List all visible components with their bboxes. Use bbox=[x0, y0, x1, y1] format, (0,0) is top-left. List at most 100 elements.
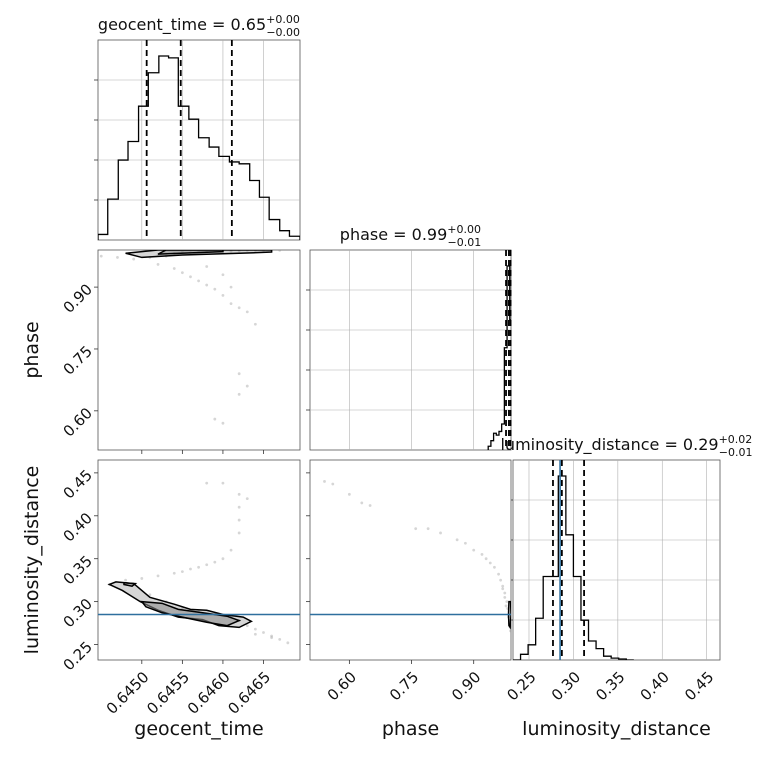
sample-point bbox=[331, 482, 335, 486]
sample-point bbox=[205, 481, 209, 485]
sample-point bbox=[237, 518, 241, 522]
sample-point bbox=[229, 548, 233, 552]
panel-title-luminosity_distance: luminosity_distance = 0.29+0.02 −0.01 bbox=[500, 433, 752, 459]
sample-point bbox=[180, 570, 184, 573]
sample-point bbox=[237, 306, 241, 310]
sample-point bbox=[124, 578, 127, 582]
panel-frame bbox=[309, 459, 512, 661]
sample-point bbox=[245, 384, 249, 388]
panel-title-phase: phase = 0.99+0.00 −0.01 bbox=[340, 223, 481, 249]
panels bbox=[94, 39, 721, 664]
y-tick-label: 0.35 bbox=[60, 552, 96, 588]
sample-point bbox=[505, 600, 509, 604]
sample-point bbox=[270, 634, 274, 638]
sample-point bbox=[360, 501, 364, 505]
x-tick-label: 0.30 bbox=[548, 668, 584, 704]
y-axis-label-phase: phase bbox=[21, 321, 43, 378]
sample-point bbox=[497, 572, 500, 576]
sample-point bbox=[253, 632, 257, 636]
sample-point bbox=[229, 285, 233, 289]
sample-point bbox=[245, 310, 249, 314]
sample-point bbox=[253, 627, 257, 631]
sample-point bbox=[439, 531, 442, 535]
hist-panel-luminosity_distance bbox=[509, 459, 721, 661]
sample-point bbox=[414, 527, 418, 531]
x-axis-label-geocent_time: geocent_time bbox=[134, 718, 263, 740]
scatter-panel-geocent_time__luminosity_distance bbox=[94, 459, 301, 664]
y-tick-label: 0.90 bbox=[60, 280, 96, 316]
sample-point bbox=[484, 557, 488, 561]
sample-point bbox=[172, 571, 176, 575]
histogram-luminosity_distance bbox=[513, 475, 634, 660]
x-tick-label: 0.6450 bbox=[103, 668, 153, 718]
sample-point bbox=[245, 624, 249, 628]
x-tick-label: 0.60 bbox=[324, 668, 360, 704]
sample-point bbox=[347, 492, 351, 496]
x-tick-label: 0.75 bbox=[386, 668, 422, 704]
panel-frame bbox=[309, 249, 512, 451]
sample-point bbox=[221, 481, 225, 485]
sample-point bbox=[205, 283, 209, 287]
sample-point bbox=[229, 302, 233, 306]
density-contour bbox=[157, 250, 224, 255]
sample-point bbox=[221, 293, 225, 297]
sample-point bbox=[426, 527, 430, 531]
sample-point bbox=[132, 257, 136, 261]
sample-point bbox=[270, 636, 274, 640]
sample-point bbox=[323, 480, 326, 483]
sample-point bbox=[205, 563, 209, 567]
sample-point bbox=[156, 574, 160, 578]
histogram-geocent_time bbox=[98, 55, 300, 240]
sample-point bbox=[213, 287, 217, 291]
sample-point bbox=[480, 553, 484, 556]
y-tick-label: 0.40 bbox=[60, 509, 96, 545]
sample-point bbox=[503, 595, 507, 599]
scatter-panel-phase__luminosity_distance bbox=[306, 459, 512, 664]
density-contour bbox=[123, 581, 138, 587]
x-axis-label-phase: phase bbox=[382, 718, 439, 740]
x-tick-label: 0.25 bbox=[503, 668, 539, 704]
x-axis-label-luminosity_distance: luminosity_distance bbox=[522, 718, 711, 740]
sample-point bbox=[464, 541, 467, 545]
sample-point bbox=[205, 265, 209, 268]
sample-point bbox=[488, 561, 492, 565]
sample-point bbox=[189, 567, 192, 571]
sample-point bbox=[501, 587, 505, 591]
sample-point bbox=[509, 629, 511, 633]
sample-point bbox=[262, 631, 265, 634]
y-axis-label-luminosity_distance: luminosity_distance bbox=[21, 466, 43, 655]
sample-point bbox=[189, 275, 192, 279]
scatter-panel-geocent_time__phase bbox=[94, 249, 301, 454]
sample-point bbox=[180, 271, 184, 275]
sample-point bbox=[237, 505, 241, 509]
sample-point bbox=[140, 577, 144, 580]
panel-title-geocent_time: geocent_time = 0.65+0.00 −0.00 bbox=[98, 13, 300, 39]
x-tick-label: 0.6455 bbox=[143, 668, 193, 718]
sample-point bbox=[99, 254, 103, 258]
sample-point bbox=[455, 538, 459, 542]
panel-frame bbox=[97, 249, 301, 451]
sample-point bbox=[237, 492, 241, 496]
sample-point bbox=[237, 372, 241, 376]
sample-point bbox=[172, 267, 176, 270]
x-tick-label: 0.90 bbox=[448, 668, 484, 704]
hist-panel-geocent_time bbox=[94, 39, 301, 241]
sample-point bbox=[503, 591, 507, 595]
sample-point bbox=[213, 560, 217, 564]
sample-point bbox=[197, 279, 200, 283]
sample-point bbox=[237, 392, 241, 396]
sample-point bbox=[148, 593, 152, 597]
x-tick-label: 0.45 bbox=[681, 668, 717, 704]
x-tick-label: 0.40 bbox=[637, 668, 673, 704]
x-tick-label: 0.35 bbox=[592, 668, 628, 704]
y-tick-label: 0.30 bbox=[60, 595, 96, 631]
sample-point bbox=[245, 497, 249, 501]
sample-point bbox=[286, 641, 290, 645]
sample-point bbox=[253, 322, 257, 326]
sample-point bbox=[504, 604, 508, 608]
sample-point bbox=[278, 637, 282, 641]
sample-point bbox=[501, 584, 505, 588]
sample-point bbox=[493, 565, 496, 569]
sample-point bbox=[237, 531, 241, 535]
y-tick-label: 0.25 bbox=[60, 638, 96, 674]
